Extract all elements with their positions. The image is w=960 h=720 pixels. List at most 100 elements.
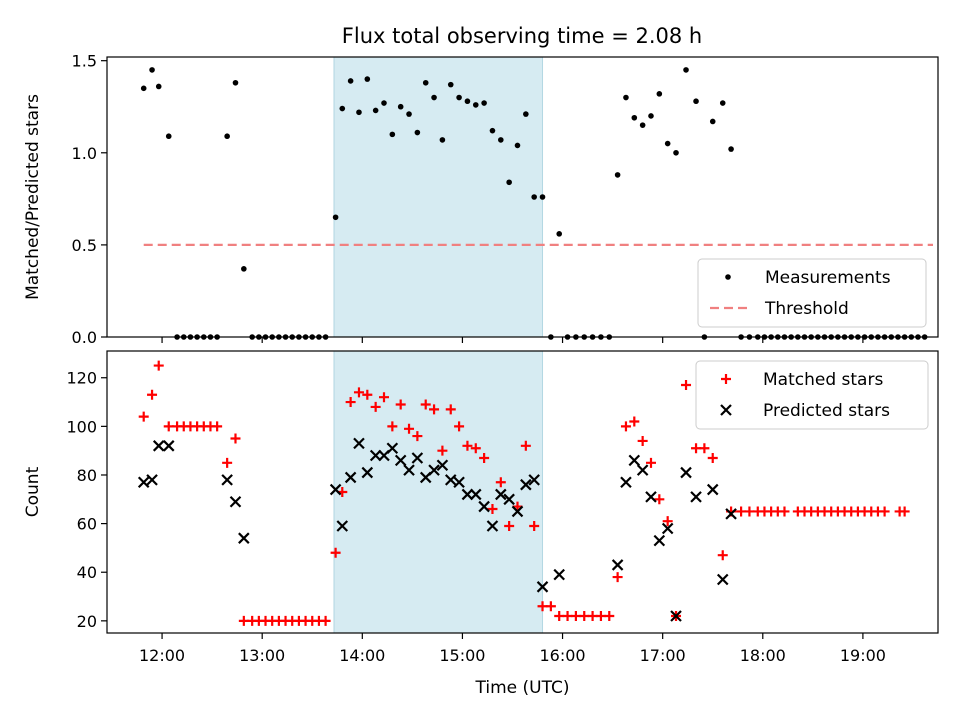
predicted-stars-point bbox=[221, 474, 233, 486]
predicted-stars-point bbox=[670, 610, 682, 622]
ratio-legend: Measurements Threshold bbox=[697, 258, 927, 328]
predicted-stars-point bbox=[436, 459, 449, 472]
y-tick-label: 0.5 bbox=[72, 236, 97, 255]
measurements-point bbox=[498, 137, 504, 143]
predicted-stars-point bbox=[680, 466, 692, 479]
predicted-stars-point bbox=[229, 495, 242, 508]
predicted-stars-point bbox=[146, 474, 158, 486]
measurements-point bbox=[719, 100, 726, 106]
matched-stars-point bbox=[545, 601, 556, 612]
x-tick-label: 16:00 bbox=[539, 646, 585, 665]
matched-stars-point bbox=[362, 389, 373, 400]
measurements-point bbox=[656, 91, 663, 97]
predicted-stars-point bbox=[137, 476, 150, 489]
measurements-point bbox=[531, 194, 537, 200]
matched-stars-point bbox=[222, 457, 233, 468]
matched-stars-point bbox=[320, 615, 331, 626]
measurements-point bbox=[155, 83, 162, 90]
predicted-stars-point bbox=[706, 483, 719, 496]
predicted-stars-point bbox=[503, 493, 515, 506]
predicted-stars-point bbox=[611, 559, 624, 571]
matched-stars-point bbox=[345, 397, 356, 408]
matched-stars-point bbox=[330, 547, 341, 558]
matched-stars-point bbox=[537, 601, 548, 612]
measurements-point bbox=[693, 98, 699, 105]
matched-stars-point bbox=[662, 516, 673, 527]
measurements-point bbox=[165, 133, 172, 140]
predicted-stars-point bbox=[329, 483, 342, 496]
measurements-point bbox=[472, 102, 479, 108]
measurements-point bbox=[623, 94, 629, 101]
predicted-stars-point bbox=[361, 466, 374, 479]
matched-stars-point bbox=[595, 610, 606, 621]
matched-stars-point bbox=[370, 401, 381, 412]
ratio-y-axis: 0.0 0.5 1.0 1.5 bbox=[72, 52, 107, 347]
predicted-stars-point bbox=[690, 491, 702, 503]
predicted-stars-point bbox=[453, 476, 465, 489]
matched-stars-point bbox=[437, 445, 448, 456]
chart-title: Flux total observing time = 2.08 h bbox=[342, 24, 702, 48]
predicted-stars-point bbox=[636, 464, 649, 476]
x-axis-label: Time (UTC) bbox=[475, 678, 570, 698]
measurements-point bbox=[539, 194, 546, 200]
matched-stars-point bbox=[454, 421, 465, 432]
measurements-point bbox=[447, 81, 454, 88]
predicted-stars-point bbox=[495, 488, 507, 501]
measurements-point bbox=[631, 114, 638, 121]
measurements-point bbox=[149, 67, 155, 73]
x-tick-label: 19:00 bbox=[840, 646, 886, 665]
matched-stars-point bbox=[620, 421, 631, 432]
legend-threshold-label: Threshold bbox=[764, 299, 849, 319]
measurements-point bbox=[241, 266, 247, 272]
measurements-point bbox=[232, 79, 239, 86]
matched-stars-point bbox=[629, 416, 640, 427]
count-y-axis-label: Count bbox=[23, 466, 43, 517]
measurements-point bbox=[364, 76, 371, 82]
predicted-stars-point bbox=[428, 464, 440, 476]
count-y-axis: 20 40 60 80 100 120 bbox=[66, 369, 107, 631]
measurements-point bbox=[339, 105, 346, 112]
y-tick-label: 1.0 bbox=[72, 144, 97, 163]
matched-stars-point bbox=[445, 404, 456, 415]
observing-window-shading bbox=[333, 56, 544, 338]
y-tick-label: 120 bbox=[66, 369, 97, 388]
matched-stars-point bbox=[899, 506, 910, 517]
y-tick-label: 40 bbox=[77, 563, 97, 582]
predicted-stars-point bbox=[344, 471, 357, 484]
matched-stars-point bbox=[412, 431, 423, 442]
matched-stars-point bbox=[238, 615, 249, 626]
legend-matched-stars-swatch bbox=[721, 374, 731, 384]
predicted-stars-point bbox=[461, 488, 474, 501]
measurements-point bbox=[673, 149, 679, 156]
measurements-point bbox=[664, 140, 671, 147]
matched-stars-point bbox=[744, 506, 755, 517]
matched-stars-point bbox=[587, 610, 598, 621]
legend-box bbox=[697, 258, 927, 328]
matched-stars-point bbox=[487, 504, 498, 515]
measurements-point bbox=[456, 94, 462, 101]
observing-window-shading bbox=[333, 350, 544, 634]
matched-stars-point bbox=[353, 387, 364, 398]
matched-stars-point bbox=[230, 433, 241, 444]
predicted-stars-point bbox=[444, 474, 457, 486]
matched-stars-point bbox=[879, 506, 890, 517]
matched-stars-point bbox=[736, 506, 747, 517]
predicted-stars-point bbox=[238, 532, 250, 544]
count-plot-frame bbox=[106, 350, 939, 634]
measurements-point bbox=[431, 94, 437, 101]
matched-stars-point bbox=[654, 494, 665, 505]
measurements-point bbox=[389, 131, 396, 138]
predicted-stars-point bbox=[628, 454, 641, 467]
predicted-stars-point bbox=[511, 505, 524, 518]
matched-stars-point bbox=[562, 610, 573, 621]
legend-box bbox=[695, 360, 929, 430]
matched-stars-point bbox=[681, 380, 692, 391]
predicted-stars-point bbox=[536, 581, 549, 593]
predicted-stars-point bbox=[620, 476, 632, 489]
y-tick-label: 20 bbox=[77, 612, 97, 631]
y-tick-label: 0.0 bbox=[72, 328, 97, 347]
measurements-point bbox=[639, 122, 646, 128]
ratio-y-axis-label: Matched/Predicted stars bbox=[23, 94, 43, 300]
count-legend: Matched stars Predicted stars bbox=[695, 360, 929, 430]
measurements-point bbox=[224, 133, 230, 140]
